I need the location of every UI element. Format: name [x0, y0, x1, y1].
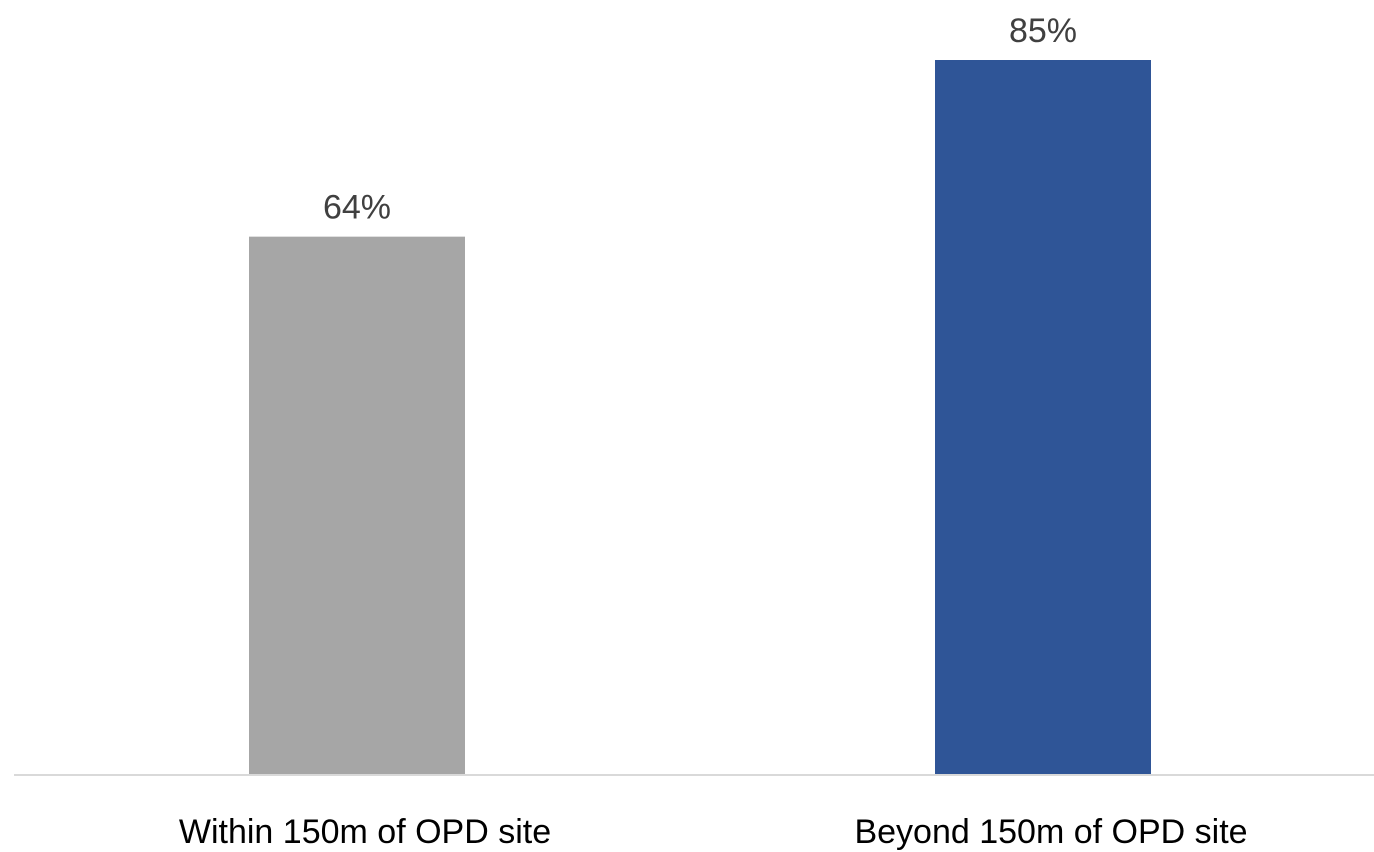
x-tick-labels-group: Within 150m of OPD site Beyond 150m of OP…: [179, 813, 1248, 851]
bars-group: [249, 60, 1151, 775]
bar-1: [249, 236, 465, 775]
bar-2: [935, 60, 1151, 775]
data-labels-group: 64% 85%: [323, 12, 1077, 227]
data-label-2: 85%: [1009, 12, 1077, 50]
data-label-1: 64%: [323, 189, 391, 227]
x-tick-label-1: Within 150m of OPD site: [179, 813, 551, 851]
x-tick-label-2: Beyond 150m of OPD site: [854, 813, 1247, 851]
